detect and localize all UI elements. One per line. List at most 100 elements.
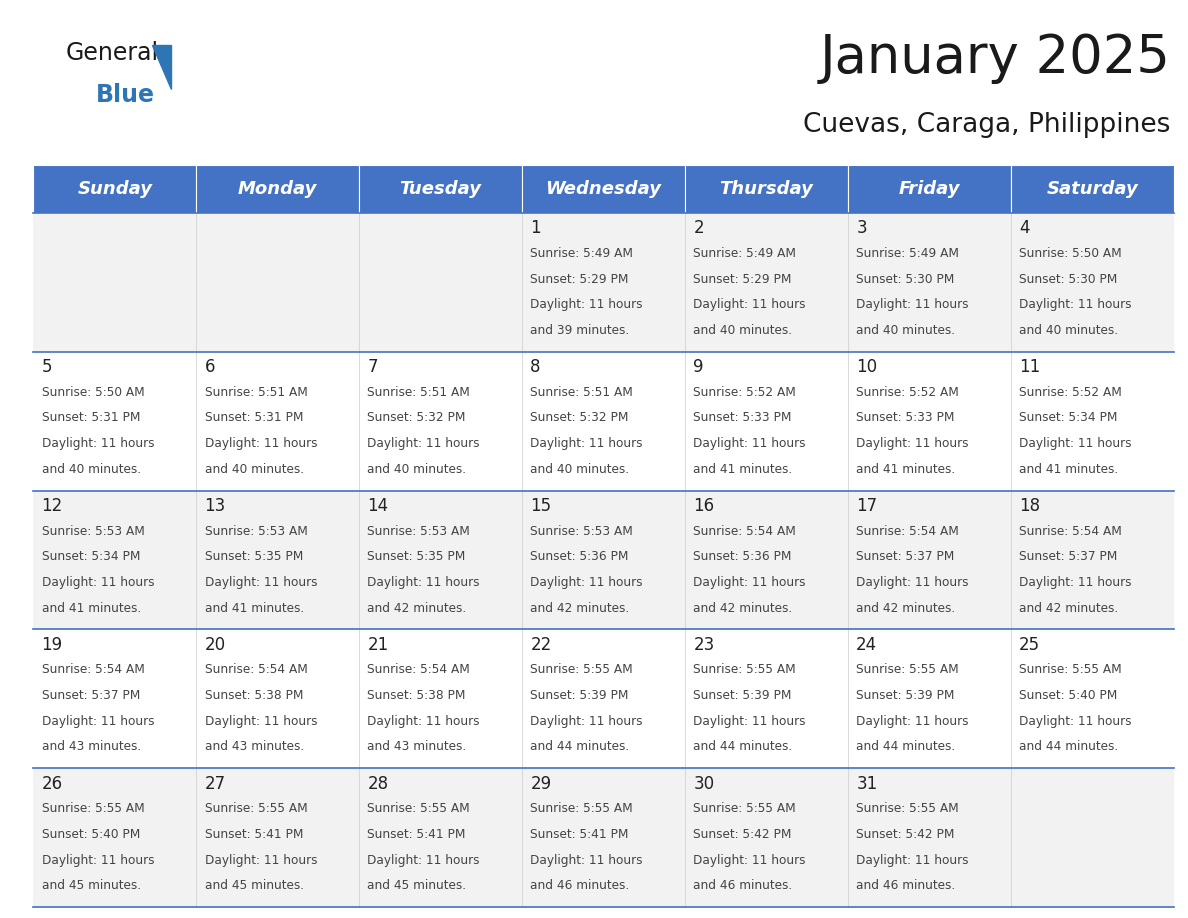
Text: Sunset: 5:32 PM: Sunset: 5:32 PM <box>367 411 466 424</box>
Bar <box>33 490 1174 630</box>
Text: Sunrise: 5:49 AM: Sunrise: 5:49 AM <box>857 247 959 260</box>
Text: 10: 10 <box>857 358 877 376</box>
Text: Blue: Blue <box>96 83 156 106</box>
Text: 17: 17 <box>857 497 877 515</box>
Text: Daylight: 11 hours: Daylight: 11 hours <box>367 437 480 450</box>
Text: Daylight: 11 hours: Daylight: 11 hours <box>857 715 968 728</box>
Text: Daylight: 11 hours: Daylight: 11 hours <box>204 854 317 867</box>
Text: Sunset: 5:42 PM: Sunset: 5:42 PM <box>694 828 791 841</box>
Text: 30: 30 <box>694 775 714 792</box>
Text: Sunrise: 5:55 AM: Sunrise: 5:55 AM <box>42 802 144 815</box>
Text: and 41 minutes.: and 41 minutes. <box>1019 463 1118 476</box>
Text: Sunset: 5:31 PM: Sunset: 5:31 PM <box>42 411 140 424</box>
Text: Sunset: 5:29 PM: Sunset: 5:29 PM <box>530 273 628 285</box>
Bar <box>522 165 685 213</box>
Text: Sunset: 5:38 PM: Sunset: 5:38 PM <box>204 689 303 702</box>
Text: Daylight: 11 hours: Daylight: 11 hours <box>204 715 317 728</box>
Text: Sunrise: 5:51 AM: Sunrise: 5:51 AM <box>367 386 470 398</box>
Text: 19: 19 <box>42 636 63 654</box>
Text: and 40 minutes.: and 40 minutes. <box>204 463 303 476</box>
Text: Sunset: 5:37 PM: Sunset: 5:37 PM <box>857 550 954 564</box>
Text: Thursday: Thursday <box>720 180 814 198</box>
Text: and 40 minutes.: and 40 minutes. <box>694 324 792 337</box>
Text: and 43 minutes.: and 43 minutes. <box>204 741 304 754</box>
Text: Tuesday: Tuesday <box>399 180 481 198</box>
Text: Sunset: 5:38 PM: Sunset: 5:38 PM <box>367 689 466 702</box>
Text: and 42 minutes.: and 42 minutes. <box>530 601 630 614</box>
Text: Daylight: 11 hours: Daylight: 11 hours <box>42 576 154 589</box>
Text: Daylight: 11 hours: Daylight: 11 hours <box>1019 298 1132 311</box>
Text: 2: 2 <box>694 219 704 238</box>
Text: 31: 31 <box>857 775 878 792</box>
Text: and 42 minutes.: and 42 minutes. <box>857 601 955 614</box>
Text: Sunset: 5:30 PM: Sunset: 5:30 PM <box>1019 273 1118 285</box>
Text: Sunrise: 5:54 AM: Sunrise: 5:54 AM <box>857 524 959 538</box>
Text: 18: 18 <box>1019 497 1041 515</box>
Text: Sunrise: 5:54 AM: Sunrise: 5:54 AM <box>1019 524 1121 538</box>
Text: Daylight: 11 hours: Daylight: 11 hours <box>42 437 154 450</box>
Text: Daylight: 11 hours: Daylight: 11 hours <box>367 576 480 589</box>
Text: Daylight: 11 hours: Daylight: 11 hours <box>367 854 480 867</box>
Bar <box>33 630 1174 768</box>
Text: Sunrise: 5:51 AM: Sunrise: 5:51 AM <box>530 386 633 398</box>
Text: Sunset: 5:33 PM: Sunset: 5:33 PM <box>857 411 955 424</box>
Text: Sunset: 5:35 PM: Sunset: 5:35 PM <box>204 550 303 564</box>
Text: Sunset: 5:40 PM: Sunset: 5:40 PM <box>1019 689 1118 702</box>
Text: Daylight: 11 hours: Daylight: 11 hours <box>694 715 805 728</box>
Text: Daylight: 11 hours: Daylight: 11 hours <box>857 854 968 867</box>
Text: and 46 minutes.: and 46 minutes. <box>694 879 792 892</box>
Text: Sunset: 5:34 PM: Sunset: 5:34 PM <box>42 550 140 564</box>
Text: and 42 minutes.: and 42 minutes. <box>694 601 792 614</box>
Bar <box>196 165 359 213</box>
Text: Daylight: 11 hours: Daylight: 11 hours <box>530 437 643 450</box>
Bar <box>33 165 196 213</box>
Text: Sunrise: 5:53 AM: Sunrise: 5:53 AM <box>530 524 633 538</box>
Text: and 40 minutes.: and 40 minutes. <box>1019 324 1118 337</box>
Text: Monday: Monday <box>238 180 317 198</box>
Text: Sunrise: 5:52 AM: Sunrise: 5:52 AM <box>857 386 959 398</box>
Text: 11: 11 <box>1019 358 1041 376</box>
Text: 21: 21 <box>367 636 388 654</box>
Text: Sunset: 5:36 PM: Sunset: 5:36 PM <box>694 550 791 564</box>
Text: 3: 3 <box>857 219 867 238</box>
Text: Daylight: 11 hours: Daylight: 11 hours <box>42 854 154 867</box>
Text: Sunrise: 5:53 AM: Sunrise: 5:53 AM <box>367 524 470 538</box>
Text: General: General <box>65 41 158 65</box>
Text: Daylight: 11 hours: Daylight: 11 hours <box>1019 576 1132 589</box>
Text: 12: 12 <box>42 497 63 515</box>
Text: 20: 20 <box>204 636 226 654</box>
Text: January 2025: January 2025 <box>820 32 1170 84</box>
Text: 4: 4 <box>1019 219 1030 238</box>
Text: and 45 minutes.: and 45 minutes. <box>204 879 303 892</box>
Text: Daylight: 11 hours: Daylight: 11 hours <box>367 715 480 728</box>
Text: and 44 minutes.: and 44 minutes. <box>530 741 630 754</box>
Bar <box>359 165 522 213</box>
Text: Sunset: 5:37 PM: Sunset: 5:37 PM <box>1019 550 1118 564</box>
Text: 15: 15 <box>530 497 551 515</box>
Text: Sunset: 5:41 PM: Sunset: 5:41 PM <box>204 828 303 841</box>
Text: Sunrise: 5:55 AM: Sunrise: 5:55 AM <box>204 802 308 815</box>
Text: Daylight: 11 hours: Daylight: 11 hours <box>857 437 968 450</box>
Text: and 45 minutes.: and 45 minutes. <box>42 879 140 892</box>
Text: 13: 13 <box>204 497 226 515</box>
Text: Daylight: 11 hours: Daylight: 11 hours <box>857 298 968 311</box>
Text: and 40 minutes.: and 40 minutes. <box>367 463 467 476</box>
Text: Daylight: 11 hours: Daylight: 11 hours <box>1019 437 1132 450</box>
Text: 14: 14 <box>367 497 388 515</box>
Text: and 42 minutes.: and 42 minutes. <box>367 601 467 614</box>
Text: and 43 minutes.: and 43 minutes. <box>367 741 467 754</box>
Text: 6: 6 <box>204 358 215 376</box>
Text: 9: 9 <box>694 358 703 376</box>
Text: Daylight: 11 hours: Daylight: 11 hours <box>1019 715 1132 728</box>
Text: Sunset: 5:31 PM: Sunset: 5:31 PM <box>204 411 303 424</box>
Text: 22: 22 <box>530 636 551 654</box>
Text: 27: 27 <box>204 775 226 792</box>
Bar <box>33 352 1174 490</box>
Text: Sunrise: 5:55 AM: Sunrise: 5:55 AM <box>694 664 796 677</box>
Text: 1: 1 <box>530 219 541 238</box>
Text: Daylight: 11 hours: Daylight: 11 hours <box>857 576 968 589</box>
Text: Sunset: 5:30 PM: Sunset: 5:30 PM <box>857 273 954 285</box>
Text: Sunrise: 5:55 AM: Sunrise: 5:55 AM <box>857 664 959 677</box>
Text: and 44 minutes.: and 44 minutes. <box>694 741 792 754</box>
Text: Sunrise: 5:55 AM: Sunrise: 5:55 AM <box>1019 664 1121 677</box>
